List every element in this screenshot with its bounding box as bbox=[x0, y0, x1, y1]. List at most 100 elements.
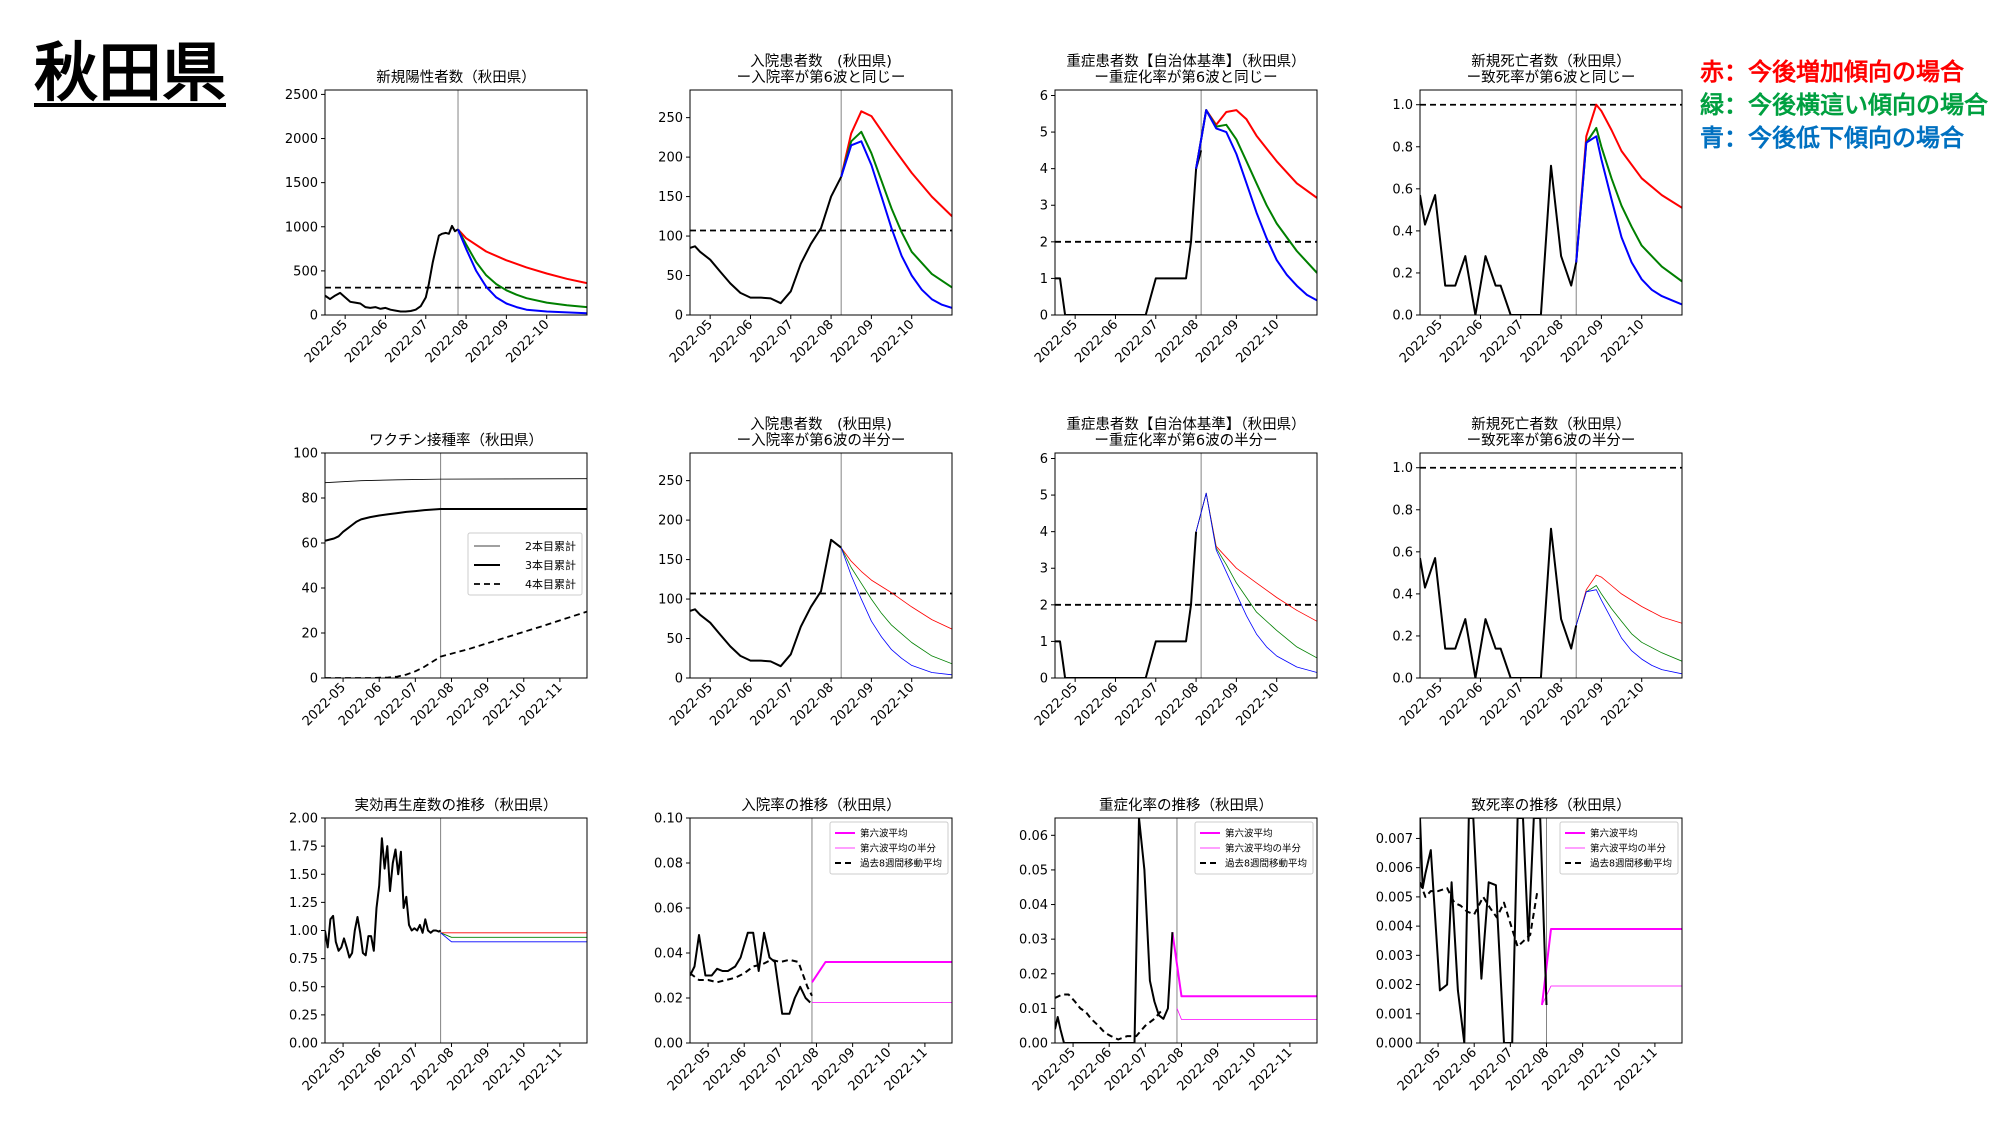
x-tick-label: 2022-08 bbox=[1153, 680, 1202, 729]
series-line-1 bbox=[1575, 574, 1682, 626]
scenario-legend-green: 緑：今後横這い傾向の場合 bbox=[1700, 91, 1988, 119]
x-tick-label: 2022-07 bbox=[1113, 680, 1162, 729]
series-line-1 bbox=[840, 547, 952, 630]
plot-area bbox=[1420, 90, 1682, 315]
x-tick-label: 2022-06 bbox=[1437, 680, 1486, 729]
y-tick-label: 0.04 bbox=[1019, 898, 1048, 913]
x-tick-label: 2022-06 bbox=[1437, 317, 1486, 366]
series-line-3 bbox=[1575, 589, 1682, 675]
plot-area bbox=[690, 818, 952, 1043]
series-line-0 bbox=[325, 224, 459, 313]
y-tick-label: 0.00 bbox=[654, 1037, 683, 1052]
y-tick-label: 0.6 bbox=[1392, 182, 1413, 197]
series-line-1 bbox=[1575, 103, 1682, 263]
series-line-3 bbox=[1575, 135, 1682, 306]
chart-title: 入院患者数 (秋田県) bbox=[750, 53, 892, 70]
x-tick-label: 2022-09 bbox=[828, 680, 877, 729]
y-tick-label: 50 bbox=[666, 269, 683, 284]
y-tick-label: 1.0 bbox=[1392, 461, 1413, 476]
x-tick-label: 2022-06 bbox=[1072, 317, 1121, 366]
chart-c10: ワクチン接種率（秋田県）0204060801002022-052022-0620… bbox=[293, 432, 588, 729]
chart-c11: 入院患者数 (秋田県)ー入院率が第6波の半分ー 0 50 100 150 200 250 20… bbox=[658, 416, 953, 729]
y-tick-label: 5 bbox=[1040, 489, 1048, 504]
x-tick-label: 2022-05 bbox=[1397, 317, 1446, 366]
chart-legend bbox=[467, 532, 583, 596]
y-tick-label: 0.02 bbox=[654, 992, 683, 1007]
series-line-1 bbox=[1541, 985, 1682, 1006]
y-tick-label: 2500 bbox=[285, 88, 318, 103]
y-tick-label: 0.25 bbox=[289, 1008, 318, 1023]
plot-frame bbox=[689, 89, 953, 316]
series-line-2 bbox=[440, 932, 587, 938]
chart-title: 重症患者数【自治体基準】（秋田県） bbox=[1066, 416, 1305, 433]
chart-c02: 重症患者数【自治体基準】（秋田県）ー重症化率が第6波と同じー 0 1 2 3 4 5 6 202… bbox=[1032, 53, 1318, 366]
chart-c12: 重症患者数【自治体基準】（秋田県）ー重症化率が第6波の半分ー 0 1 2 3 4 5 6 202… bbox=[1032, 416, 1318, 729]
chart-title: 重症化率の推移（秋田県） bbox=[1099, 797, 1273, 814]
plot-area bbox=[1420, 453, 1682, 678]
x-tick-label: 2022-10 bbox=[1233, 680, 1282, 729]
y-tick-label: 200 bbox=[658, 151, 683, 166]
y-tick-label: 1.50 bbox=[289, 868, 318, 883]
page-title: 秋田県 bbox=[34, 37, 226, 111]
y-tick-label: 100 bbox=[658, 593, 683, 608]
plot-frame bbox=[689, 452, 953, 679]
x-tick-label: 2022-10 bbox=[1233, 317, 1282, 366]
y-tick-label: 0.05 bbox=[1019, 863, 1048, 878]
legend-label: 過去8週間移動平均 bbox=[1225, 858, 1307, 870]
legend-label: 3本目累計 bbox=[525, 558, 576, 572]
y-tick-label: 2.00 bbox=[289, 812, 318, 827]
y-tick-label: 0.2 bbox=[1392, 629, 1413, 644]
y-tick-label: 0.003 bbox=[1376, 949, 1413, 964]
y-tick-label: 0.10 bbox=[654, 812, 683, 827]
series-line-3 bbox=[1420, 818, 1548, 1043]
series-line-0 bbox=[811, 961, 952, 983]
series-line-2 bbox=[1575, 126, 1682, 283]
y-tick-label: 0.004 bbox=[1376, 920, 1413, 935]
chart-c01: 入院患者数 (秋田県)ー入院率が第6波と同じー 0 50 100 150 200 250 20… bbox=[658, 53, 953, 366]
y-tick-label: 1000 bbox=[285, 220, 318, 235]
y-tick-label: 250 bbox=[658, 474, 683, 489]
plot-area bbox=[690, 453, 952, 678]
y-tick-label: 0.50 bbox=[289, 980, 318, 995]
y-tick-label: 0.00 bbox=[289, 1037, 318, 1052]
legend-label: 第六波平均の半分 bbox=[1590, 843, 1667, 855]
plot-frame bbox=[1419, 89, 1683, 316]
y-tick-label: 5 bbox=[1040, 126, 1048, 141]
series-line-0 bbox=[325, 837, 442, 959]
chart-legend bbox=[1194, 821, 1314, 875]
series-line-0 bbox=[690, 176, 843, 305]
y-tick-label: 0.4 bbox=[1392, 587, 1413, 602]
series-line-2 bbox=[1575, 585, 1682, 662]
y-tick-label: 0.000 bbox=[1376, 1037, 1413, 1052]
y-tick-label: 100 bbox=[658, 230, 683, 245]
y-tick-label: 60 bbox=[301, 537, 318, 552]
plot-area bbox=[1055, 453, 1317, 678]
series-line-2 bbox=[1195, 492, 1317, 659]
legend-label: 2本目累計 bbox=[525, 539, 576, 553]
chart-c23: 致死率の推移（秋田県） 0.000 0.001 0.002 0.003 0.004 0.00… bbox=[1376, 797, 1683, 1094]
chart-c21: 入院率の推移（秋田県）0.000.020.040.060.080.102022-… bbox=[654, 797, 953, 1094]
plot-frame bbox=[1054, 452, 1318, 679]
x-tick-label: 2022-07 bbox=[1113, 317, 1162, 366]
y-tick-label: 500 bbox=[293, 264, 318, 279]
series-line-0 bbox=[1420, 527, 1578, 678]
scenario-legend-blue: 青：今後低下傾向の場合 bbox=[1700, 124, 1964, 152]
legend-label: 過去8週間移動平均 bbox=[860, 858, 942, 870]
series-line-2 bbox=[840, 130, 952, 289]
x-tick-label: 2022-06 bbox=[342, 317, 391, 366]
series-line-3 bbox=[457, 229, 587, 315]
x-tick-label: 2022-10 bbox=[503, 317, 552, 366]
chart-title: 新規死亡者数（秋田県） bbox=[1471, 416, 1631, 433]
y-tick-label: 1.00 bbox=[289, 924, 318, 939]
y-tick-label: 0.06 bbox=[1019, 829, 1048, 844]
y-tick-label: 0.04 bbox=[654, 947, 683, 962]
y-tick-label: 0.002 bbox=[1376, 978, 1413, 993]
plot-area bbox=[690, 90, 952, 315]
series-line-0 bbox=[1171, 932, 1317, 998]
chart-title: ワクチン接種率（秋田県） bbox=[369, 432, 543, 449]
y-tick-label: 0.08 bbox=[654, 857, 683, 872]
y-tick-label: 0 bbox=[1040, 309, 1048, 324]
plot-frame bbox=[324, 89, 588, 316]
chart-title: 実効再生産数の推移（秋田県） bbox=[355, 797, 558, 814]
x-tick-label: 2022-07 bbox=[748, 680, 797, 729]
